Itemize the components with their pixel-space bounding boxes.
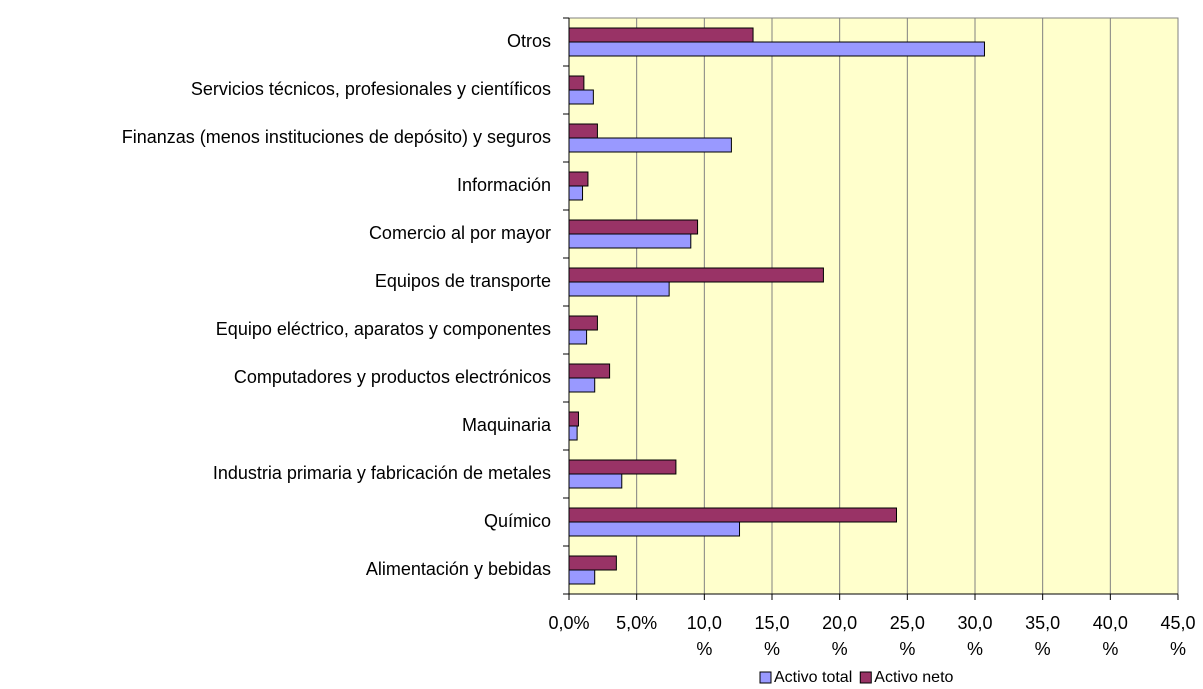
bar — [568, 521, 741, 537]
x-tick-label: 40,0 % — [1092, 613, 1128, 659]
bar — [568, 377, 596, 393]
bar — [568, 315, 598, 331]
x-tick-label: 15,0 % — [754, 613, 790, 659]
x-tick-label: 30,0 % — [957, 613, 993, 659]
bar — [568, 219, 699, 235]
y-tick-label: Otros — [507, 31, 551, 51]
bar — [568, 459, 677, 475]
bar — [568, 233, 692, 249]
y-tick-label: Químico — [484, 511, 551, 531]
bar — [568, 555, 617, 571]
y-tick-label: Equipos de transporte — [375, 271, 551, 291]
x-tick-label: 10,0 % — [686, 613, 722, 659]
y-tick-label: Equipo eléctrico, aparatos y componentes — [216, 319, 551, 339]
y-tick-label: Industria primaria y fabricación de meta… — [213, 463, 551, 483]
bar — [568, 89, 594, 105]
legend-swatch — [759, 671, 772, 684]
legend-label: Activo neto — [874, 669, 953, 686]
bar — [568, 27, 754, 43]
y-tick-label: Alimentación y bebidas — [366, 559, 551, 579]
x-tick-label: 20,0 % — [822, 613, 858, 659]
bar — [568, 473, 623, 489]
x-tick-label: 35,0 % — [1025, 613, 1061, 659]
bar — [568, 425, 578, 441]
x-tick-label: 45,0 % — [1160, 613, 1196, 659]
plot-area — [569, 18, 1178, 594]
y-tick-label: Información — [457, 175, 551, 195]
legend-swatch — [859, 671, 872, 684]
bar — [568, 507, 898, 523]
x-tick-label: 25,0 % — [889, 613, 925, 659]
bar — [568, 137, 732, 153]
y-tick-label: Comercio al por mayor — [369, 223, 551, 243]
bar — [568, 41, 985, 57]
x-tick-label: 5,0% — [616, 613, 658, 633]
x-tick-label: 0,0% — [548, 613, 590, 633]
y-tick-label: Finanzas (menos instituciones de depósit… — [122, 127, 551, 147]
bar — [568, 75, 585, 91]
y-tick-label: Computadores y productos electrónicos — [234, 367, 551, 387]
bar — [568, 363, 611, 379]
bar — [568, 329, 588, 345]
bar — [568, 185, 584, 201]
bar — [568, 411, 579, 427]
legend-label: Activo total — [774, 669, 852, 686]
y-tick-label: Servicios técnicos, profesionales y cien… — [191, 79, 551, 99]
y-tick-label: Maquinaria — [462, 415, 552, 435]
bar — [568, 281, 670, 297]
bar — [568, 171, 589, 187]
bar — [568, 123, 598, 139]
bar — [568, 267, 824, 283]
bar — [568, 569, 596, 585]
